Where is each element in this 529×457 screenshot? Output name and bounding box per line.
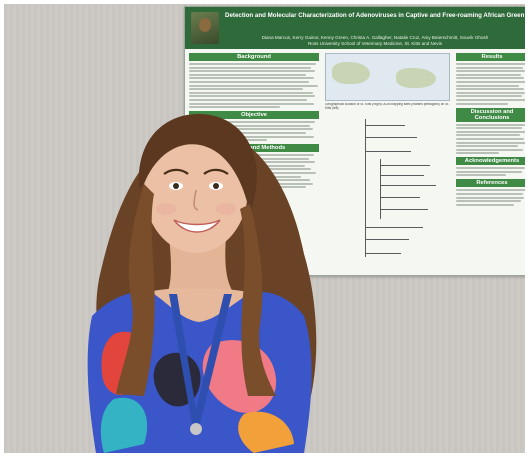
hair-right-curls — [240, 204, 276, 396]
section-materials-methods: Materials and Methods — [189, 144, 319, 153]
research-poster: Detection and Molecular Characterization… — [184, 6, 525, 276]
dress-pattern-teal — [100, 397, 148, 453]
right-brow — [203, 168, 229, 175]
monkey-photo — [191, 12, 219, 44]
person-illustration — [87, 114, 317, 453]
poster-authors-names: Diana Marcus, Kerry Gainor, Kenny Green,… — [261, 35, 489, 40]
phylogenetic-tree — [325, 115, 450, 265]
results-text — [456, 63, 525, 105]
poster-header: Detection and Molecular Characterization… — [185, 7, 525, 49]
acknowledgements-text — [456, 167, 525, 177]
nose — [193, 189, 199, 211]
poster-middle-column: Geographical location of St. Kitts (Righ… — [325, 53, 450, 271]
hair-front — [138, 114, 257, 214]
map-figure — [325, 53, 450, 101]
poster-affiliation: Ross University School of Veterinary Med… — [307, 40, 443, 46]
dress-pattern-orange — [238, 411, 294, 453]
background-text — [189, 63, 319, 109]
section-discussion: Discussion and Conclusions — [456, 107, 525, 122]
references-text — [456, 189, 525, 206]
face — [144, 125, 248, 253]
left-brow — [163, 168, 189, 175]
section-acknowledgements: Acknowledgements — [456, 157, 525, 166]
poster-right-column: Results Discussion and Conclusions Ackno… — [456, 53, 525, 271]
hair-left-curls — [116, 184, 155, 396]
map-caption: Geographical location of St. Kitts (Righ… — [325, 103, 450, 110]
lanyard — [169, 294, 232, 424]
poster-authors: Diana Marcus, Kerry Gainor, Kenny Green,… — [225, 35, 525, 46]
section-references: References — [456, 179, 525, 188]
section-results: Results — [456, 53, 525, 61]
section-background: Background — [189, 53, 319, 61]
lanyard-clip — [190, 423, 202, 435]
section-objective: Objective — [189, 111, 319, 120]
smile — [173, 219, 221, 233]
poster-title: Detection and Molecular Characterization… — [225, 12, 525, 19]
photo: Detection and Molecular Characterization… — [4, 4, 525, 453]
discussion-text — [456, 123, 525, 155]
